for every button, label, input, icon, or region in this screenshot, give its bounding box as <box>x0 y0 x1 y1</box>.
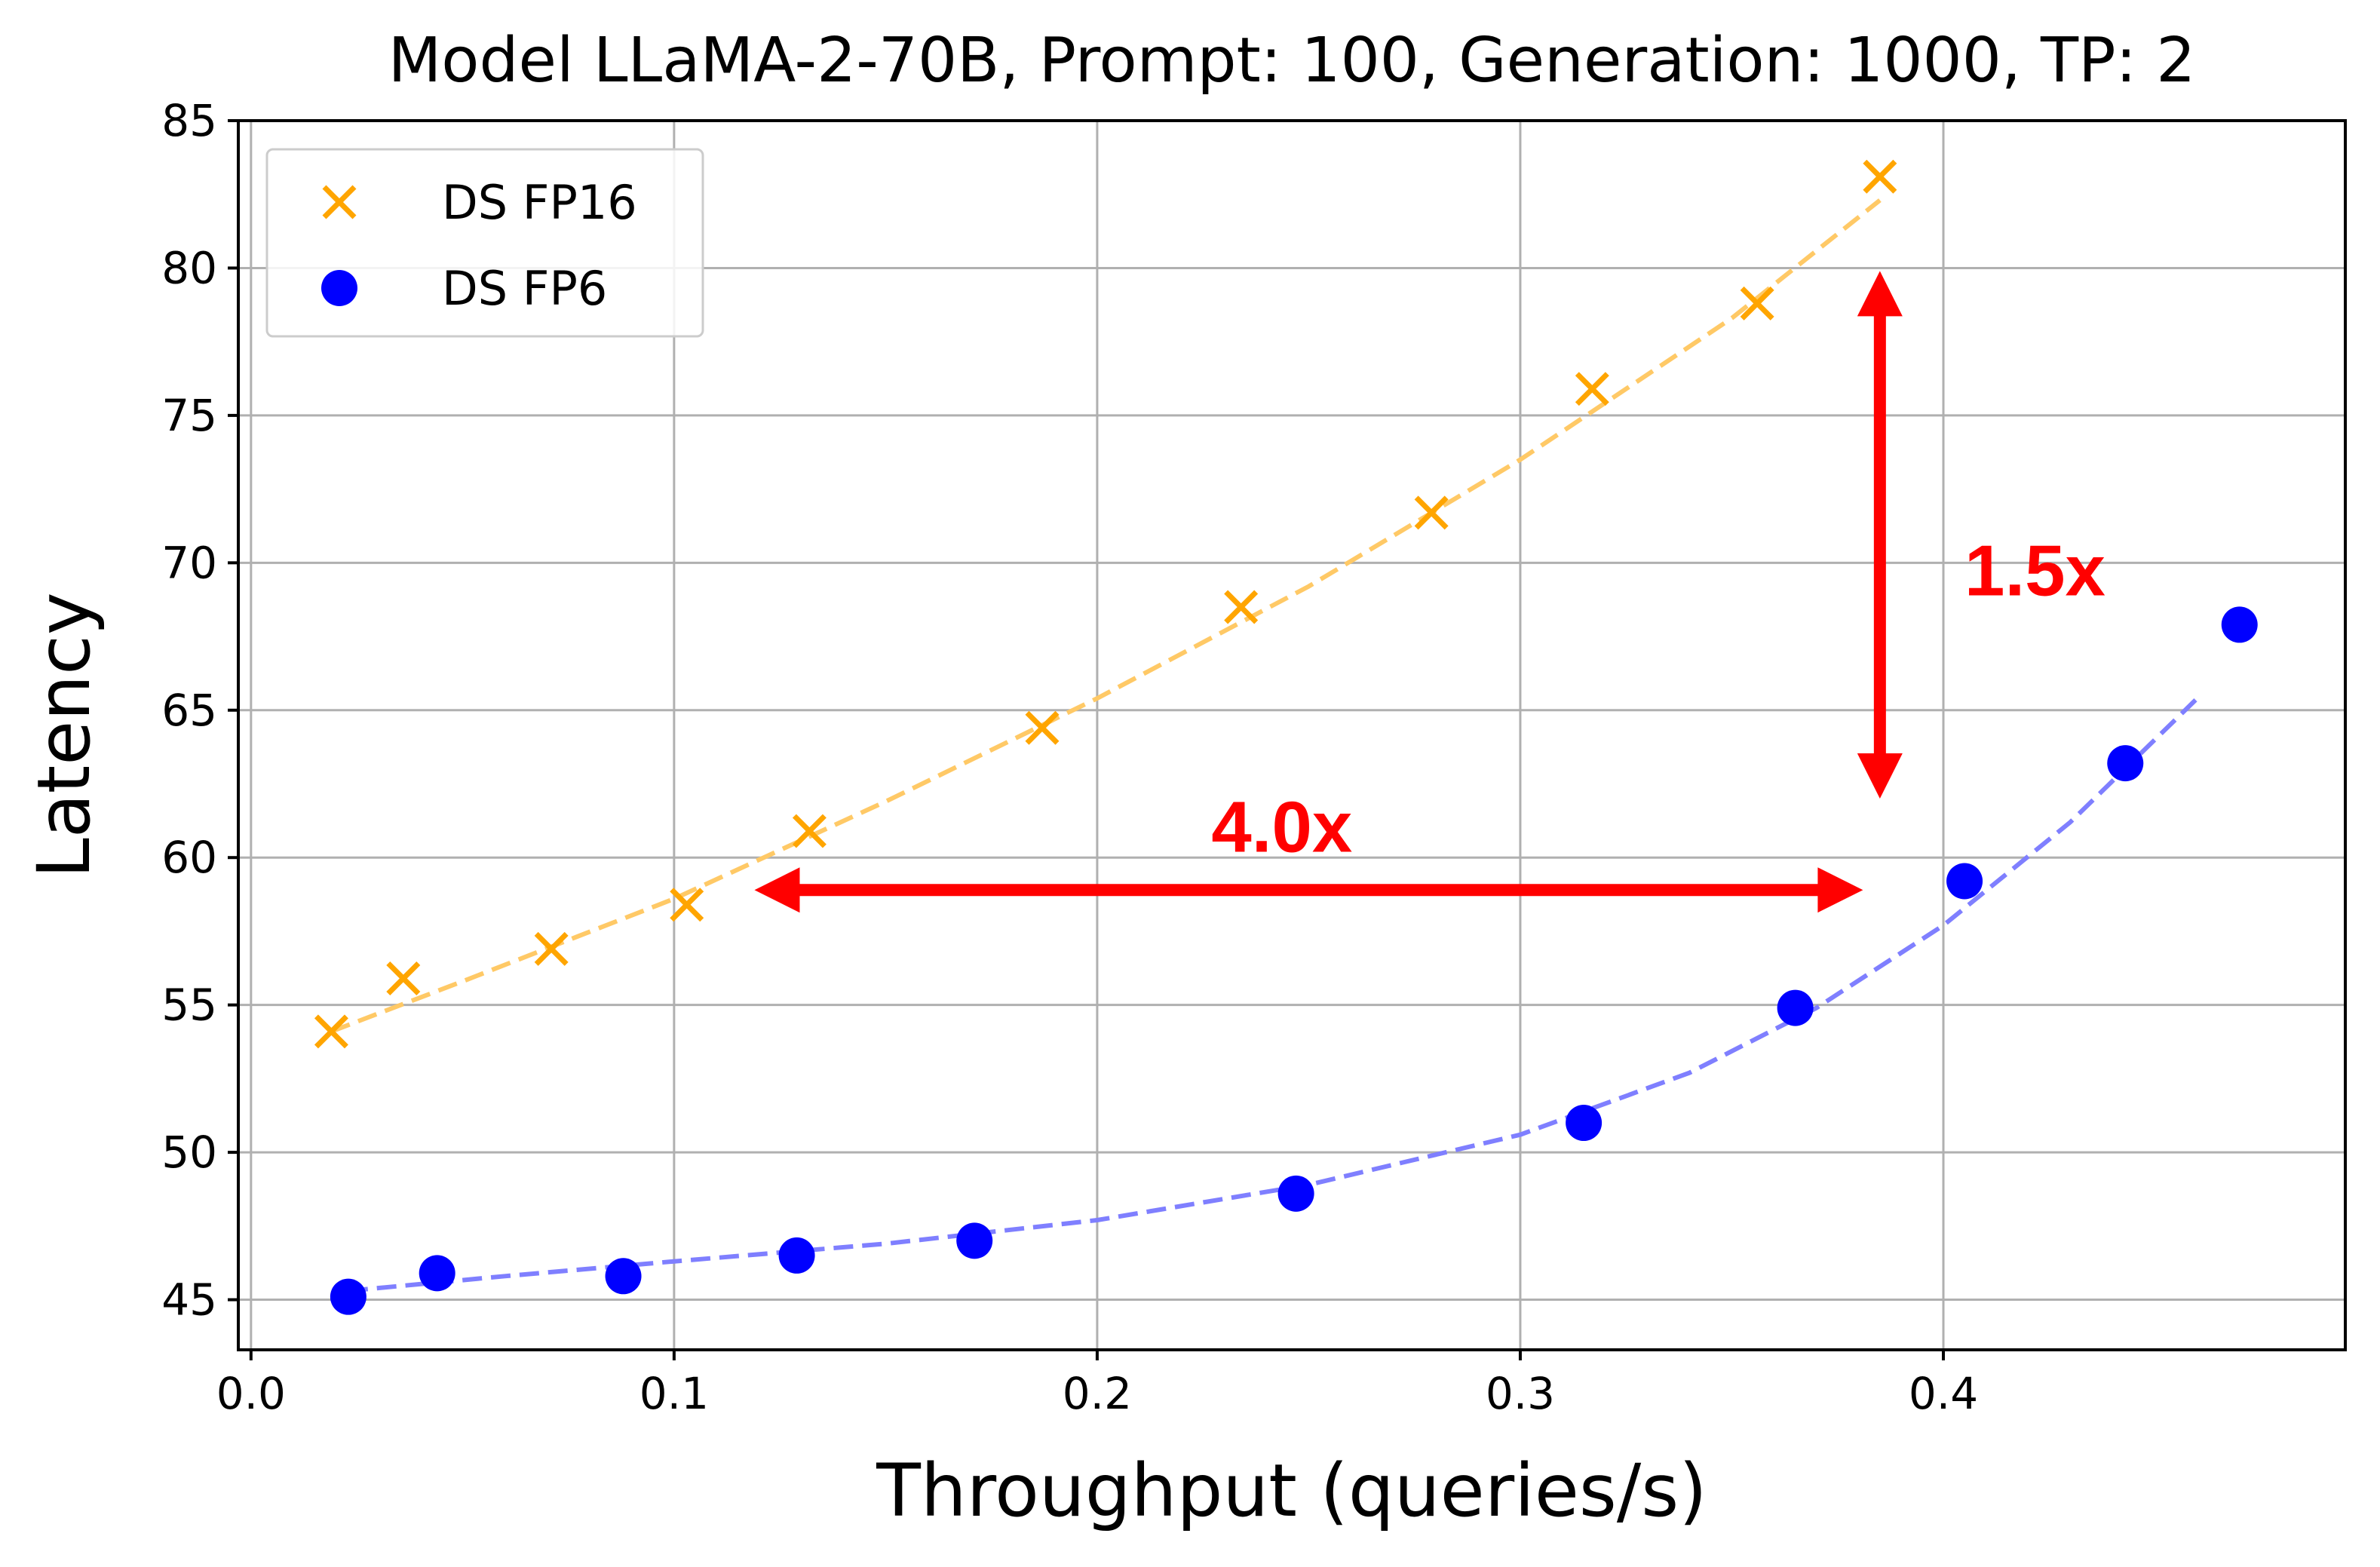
arrow-head <box>754 867 800 913</box>
vertical-arrow <box>1857 271 1903 799</box>
y-tick-label: 80 <box>161 242 217 293</box>
data-point-fp16 <box>1863 159 1897 194</box>
data-markers <box>314 159 2258 1315</box>
data-point-fp16 <box>534 931 569 966</box>
y-tick-label: 85 <box>161 95 217 146</box>
annotation-label-latency: 1.5x <box>1964 530 2106 611</box>
fit-curve-fp6 <box>348 696 2199 1293</box>
y-axis-label: Latency <box>22 592 106 878</box>
data-point-fp6 <box>605 1258 642 1295</box>
data-point-fp6 <box>778 1237 815 1274</box>
data-point-fp16 <box>1224 590 1259 624</box>
data-point-fp6 <box>1277 1175 1314 1212</box>
fit-lines <box>330 198 2199 1293</box>
y-tick-label: 70 <box>161 537 217 588</box>
data-point-fp6 <box>330 1278 367 1315</box>
marker-stroke <box>314 1014 348 1049</box>
marker-stroke <box>1863 159 1897 194</box>
data-point-fp16 <box>1414 495 1449 530</box>
data-point-fp6 <box>2221 606 2258 643</box>
legend-marker-fp16 <box>322 185 357 219</box>
data-point-fp16 <box>670 888 704 922</box>
arrow-head <box>1817 867 1863 913</box>
data-point-fp16 <box>1575 372 1609 406</box>
legend-marker-fp6 <box>321 270 357 306</box>
y-tick-label: 50 <box>161 1127 217 1178</box>
legend: DS FP16 DS FP6 <box>265 148 704 338</box>
marker-stroke <box>1740 286 1774 320</box>
data-point-fp16 <box>314 1014 348 1049</box>
marker-stroke <box>1224 590 1259 624</box>
marker-stroke <box>386 961 421 995</box>
chart-title: Model LLaMA-2-70B, Prompt: 100, Generati… <box>388 25 2196 97</box>
data-point-fp16 <box>792 814 827 848</box>
marker-stroke <box>670 888 704 922</box>
x-tick-label: 0.1 <box>639 1368 709 1419</box>
x-tick-label: 0.0 <box>216 1368 286 1419</box>
legend-box <box>265 148 704 338</box>
data-point-fp6 <box>1946 863 1983 900</box>
marker-stroke <box>1025 710 1060 745</box>
x-tick-label: 0.3 <box>1486 1368 1555 1419</box>
marker-stroke <box>1414 495 1449 530</box>
x-tick-label: 0.2 <box>1063 1368 1132 1419</box>
marker-stroke <box>322 185 357 219</box>
marker-stroke <box>1575 372 1609 406</box>
y-tick-label: 65 <box>161 685 217 736</box>
legend-label-fp16: DS FP16 <box>442 175 637 230</box>
y-tick-label: 55 <box>161 980 217 1031</box>
annotations: 1.5x 4.0x <box>754 271 2106 913</box>
data-point-fp6 <box>1777 989 1814 1026</box>
data-point-fp6 <box>2107 745 2144 782</box>
arrow-head <box>1857 753 1903 799</box>
annotation-label-throughput: 4.0x <box>1211 787 1352 867</box>
y-tick-label: 75 <box>161 390 217 441</box>
arrow-head <box>1857 271 1903 317</box>
data-point-fp6 <box>1566 1105 1603 1142</box>
y-tick-label: 60 <box>161 832 217 883</box>
marker-stroke <box>534 931 569 966</box>
plot-frame <box>237 119 2347 1351</box>
data-point-fp16 <box>1740 286 1774 320</box>
marker-stroke <box>792 814 827 848</box>
legend-label-fp6: DS FP6 <box>442 261 607 316</box>
data-point-fp6 <box>956 1222 993 1259</box>
data-point-fp6 <box>419 1255 455 1292</box>
fit-curve-fp16 <box>330 198 1882 1034</box>
data-point-fp16 <box>1025 710 1060 745</box>
axis-ticks: 0.0 0.1 0.2 0.3 0.4 45 50 55 60 65 70 75 80 85 <box>161 95 1978 1419</box>
x-axis-label: Throughput (queries/s) <box>876 1449 1707 1533</box>
y-tick-label: 45 <box>161 1274 217 1326</box>
x-tick-label: 0.4 <box>1909 1368 1978 1419</box>
data-point-fp16 <box>386 961 421 995</box>
horizontal-arrow <box>754 867 1863 913</box>
